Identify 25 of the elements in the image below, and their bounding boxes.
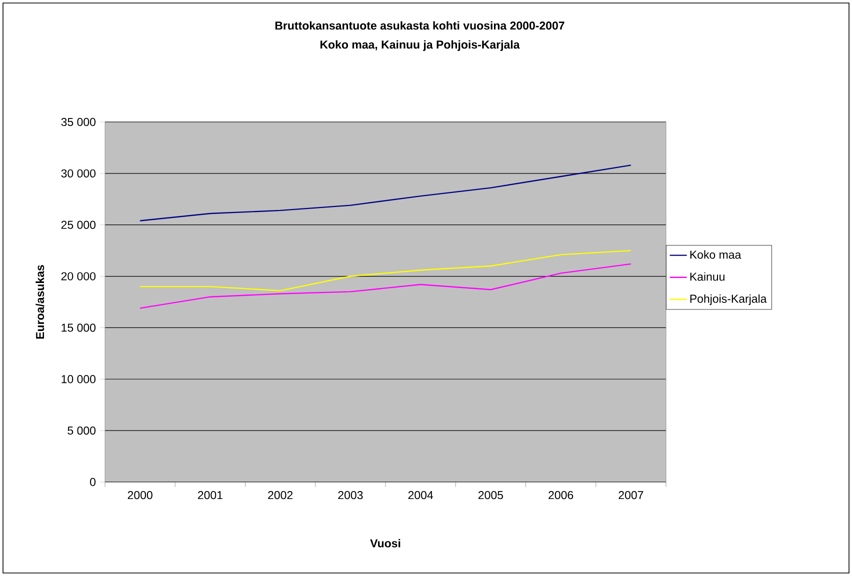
y-tick-label: 25 000 <box>61 220 96 229</box>
x-tick-label: 2006 <box>548 491 574 500</box>
y-tick-label: 15 000 <box>62 324 96 332</box>
legend-label: Kainuu <box>690 272 724 281</box>
x-tick-label: 2005 <box>478 491 503 500</box>
legend-label: Koko maa <box>690 250 742 259</box>
x-axis-title: Vuosi <box>370 538 400 548</box>
y-tick-label: 10 000 <box>62 375 96 384</box>
y-tick-label: 35 000 <box>61 118 96 126</box>
y-tick-label: 30 000 <box>61 169 96 178</box>
x-tick-label: 2001 <box>198 491 222 500</box>
chart-title: Bruttokansantuote asukasta kohti vuosina 2000-2007 Koko maa, Kainuu ja Pohjois-Karjala <box>275 21 564 51</box>
x-tick-label: 2000 <box>128 491 152 500</box>
y-tick-label: 0 <box>90 478 96 486</box>
y-tick-label: 20 000 <box>61 272 96 280</box>
x-tick-label: 2004 <box>408 491 434 500</box>
line-series <box>139 164 632 222</box>
x-tick-label: 2002 <box>268 491 293 500</box>
line-series <box>139 263 632 309</box>
y-tick-label: 5 000 <box>68 426 96 435</box>
x-tick-label: 2007 <box>618 491 644 500</box>
line-series <box>139 250 632 292</box>
y-axis-title: Euroa/asukas <box>36 265 44 339</box>
legend-label: Pohjois-Karjala <box>690 294 767 306</box>
x-tick-label: 2003 <box>338 491 363 500</box>
